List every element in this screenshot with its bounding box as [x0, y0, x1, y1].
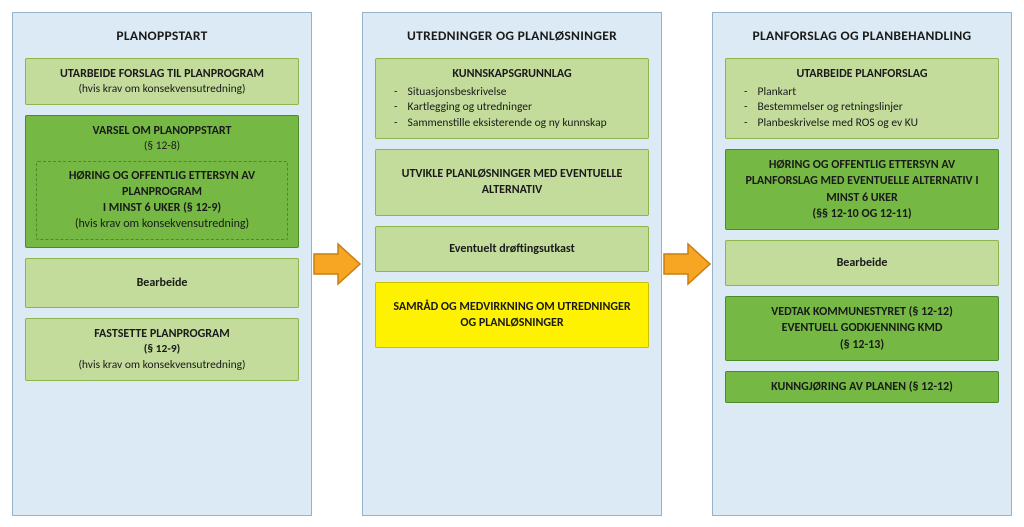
box-title: SAMRÅD OG MEDVIRKNING OM UTREDNINGER OG … [386, 299, 638, 331]
bullet: Planbeskrivelse med ROS og ev KU [744, 116, 988, 132]
bullet-list: Situasjonsbeskrivelse Kartlegging og utr… [386, 85, 638, 132]
panel-title: PLANOPPSTART [25, 27, 299, 44]
box-utarbeide-forslag: UTARBEIDE FORSLAG TIL PLANPROGRAM (hvis … [25, 58, 299, 106]
box-title: Eventuelt drøftingsutkast [386, 241, 638, 257]
arrow-2 [662, 242, 712, 286]
box-sub: (§ 12-9) [36, 342, 288, 358]
box-title: KUNNGJØRING AV PLANEN (§ 12-12) [736, 379, 988, 395]
box-line: EVENTUELL GODKJENNING KMD [736, 320, 988, 336]
box-line: HØRING OG OFFENTLIG ETTERSYN AV PLANFORS… [736, 157, 988, 206]
bullet: Kartlegging og utredninger [394, 100, 638, 116]
box-sub: (hvis krav om konsekvensutredning) [36, 82, 288, 98]
box-fastsette-planprogram: FASTSETTE PLANPROGRAM (§ 12-9) (hvis kra… [25, 318, 299, 381]
bullet: Bestemmelser og retningslinjer [744, 100, 988, 116]
box-sub: (hvis krav om konsekvensutredning) [36, 358, 288, 374]
arrow-right-icon [662, 242, 712, 286]
box-vedtak-kommunestyret: VEDTAK KOMMUNESTYRET (§ 12-12) EVENTUELL… [725, 296, 999, 361]
panel-planforslag: PLANFORSLAG OG PLANBEHANDLING UTARBEIDE … [712, 12, 1012, 516]
box-varsel-planoppstart: VARSEL OM PLANOPPSTART (§ 12-8) HØRING O… [25, 115, 299, 247]
box-horing-planforslag: HØRING OG OFFENTLIG ETTERSYN AV PLANFORS… [725, 149, 999, 230]
panel-title: PLANFORSLAG OG PLANBEHANDLING [725, 27, 999, 44]
box-title: Bearbeide [736, 255, 988, 271]
nested-line: I MINST 6 UKER (§ 12-9) [45, 200, 279, 216]
bullet: Sammenstille eksisterende og ny kunnskap [394, 116, 638, 132]
box-title: VARSEL OM PLANOPPSTART [36, 123, 288, 139]
box-title: UTARBEIDE FORSLAG TIL PLANPROGRAM [36, 66, 288, 82]
box-samrad-medvirkning: SAMRÅD OG MEDVIRKNING OM UTREDNINGER OG … [375, 282, 649, 348]
box-line: (§ 12-13) [736, 337, 988, 353]
box-title: KUNNSKAPSGRUNNLAG [386, 66, 638, 82]
box-bearbeide-2: Bearbeide [725, 240, 999, 286]
panel-planoppstart: PLANOPPSTART UTARBEIDE FORSLAG TIL PLANP… [12, 12, 312, 516]
bullet: Situasjonsbeskrivelse [394, 85, 638, 101]
arrow-1 [312, 242, 362, 286]
bullet: Plankart [744, 85, 988, 101]
box-utvikle-planlosninger: UTVIKLE PLANLØSNINGER MED EVENTUELLE ALT… [375, 149, 649, 215]
bullet-list: Plankart Bestemmelser og retningslinjer … [736, 85, 988, 132]
nested-line: (hvis krav om konsekvensutredning) [45, 216, 279, 232]
panel-utredninger: UTREDNINGER OG PLANLØSNINGER KUNNSKAPSGR… [362, 12, 662, 516]
box-kunnskapsgrunnlag: KUNNSKAPSGRUNNLAG Situasjonsbeskrivelse … [375, 58, 649, 140]
box-eventuelt-utkast: Eventuelt drøftingsutkast [375, 226, 649, 272]
box-title: FASTSETTE PLANPROGRAM [36, 326, 288, 342]
box-sub: (§ 12-8) [36, 139, 288, 155]
box-title: UTVIKLE PLANLØSNINGER MED EVENTUELLE ALT… [386, 166, 638, 198]
box-kunngjoring: KUNNGJØRING AV PLANEN (§ 12-12) [725, 371, 999, 403]
box-line: (§§ 12-10 OG 12-11) [736, 206, 988, 222]
box-title: Bearbeide [36, 275, 288, 291]
box-utarbeide-planforslag: UTARBEIDE PLANFORSLAG Plankart Bestemmel… [725, 58, 999, 140]
panel-title: UTREDNINGER OG PLANLØSNINGER [375, 27, 649, 44]
nested-horing: HØRING OG OFFENTLIG ETTERSYN AV PLANPROG… [36, 161, 288, 240]
nested-line: HØRING OG OFFENTLIG ETTERSYN AV PLANPROG… [45, 168, 279, 200]
box-title: UTARBEIDE PLANFORSLAG [736, 66, 988, 82]
arrow-right-icon [312, 242, 362, 286]
box-bearbeide: Bearbeide [25, 258, 299, 308]
box-line: VEDTAK KOMMUNESTYRET (§ 12-12) [736, 304, 988, 320]
